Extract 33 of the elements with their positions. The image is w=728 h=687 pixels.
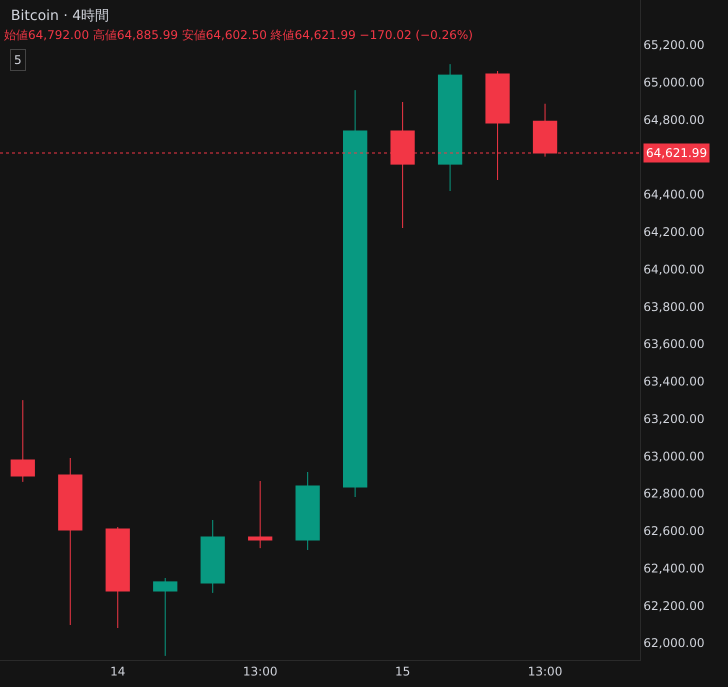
y-tick-label: 65,000.00 [643,76,704,90]
ref-line-label: 64,621.99 [646,146,708,160]
x-tick-label: 13:00 [242,664,278,678]
annotation: 5 [14,53,22,67]
candlestick [10,400,35,482]
candlestick [106,526,130,629]
candlestick [438,64,462,192]
y-tick-label: 63,600.00 [643,337,704,352]
candlestick [343,90,368,498]
y-tick-label: 64,000.00 [643,262,704,276]
y-tick-label: 63,400.00 [643,374,704,389]
x-tick-label: 15 [394,664,410,678]
y-tick-label: 64,400.00 [643,188,704,202]
y-tick-label: 65,200.00 [643,38,704,52]
y-tick-label: 62,400.00 [643,561,704,576]
candlestick [200,520,225,594]
x-tick-label: 13:00 [528,664,562,678]
y-tick-label: 63,200.00 [643,412,704,426]
y-tick-label: 64,800.00 [643,112,704,127]
y-tick-label: 63,800.00 [643,300,704,314]
y-tick-label: 62,800.00 [643,486,704,501]
candlestick [153,577,178,656]
x-tick-label: 14 [110,664,126,678]
y-tick-label: 63,000.00 [643,449,704,464]
y-tick-label: 62,200.00 [643,598,704,613]
text: Bitcoin · 4時間 [10,8,110,24]
y-tick-label: 62,600.00 [643,524,704,538]
y-tick-label: 62,000.00 [643,636,704,650]
candlestick [248,480,272,549]
annotation: 始値64,792.00 高値64,885.99 安値64,602.50 終値64,621.99 −170.02 (−0.26%) [4,28,473,42]
candlestick [58,458,82,626]
candlestick [296,472,320,550]
y-tick-label: 64,200.00 [643,225,704,240]
